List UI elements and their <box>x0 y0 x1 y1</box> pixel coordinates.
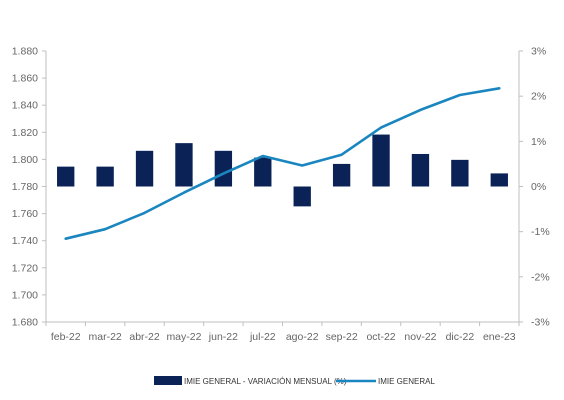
left-axis-tick-label: 1.820 <box>12 127 38 139</box>
right-axis-tick-label: 3% <box>531 46 546 58</box>
x-axis-tick-label: abr-22 <box>129 331 160 343</box>
bar <box>490 173 508 187</box>
x-axis-tick-label: nov-22 <box>404 331 436 343</box>
legend: IMIE GENERAL - VARIACIÓN MENSUAL (%) IMIE… <box>154 376 435 386</box>
right-axis-ticks: -3% -2% -1% 0% 1% 2% 3% <box>519 46 550 329</box>
x-axis-tick-label: dic-22 <box>446 331 475 343</box>
bar <box>332 163 351 187</box>
line-series <box>64 87 501 240</box>
x-axis-tick-label: ago-22 <box>286 331 319 343</box>
bar <box>293 186 311 207</box>
bar-series <box>57 134 508 207</box>
bar <box>135 150 154 187</box>
legend-label-line: IMIE GENERAL <box>378 377 435 386</box>
plot-frame <box>45 51 520 323</box>
right-axis-tick-label: -3% <box>531 317 550 329</box>
bar <box>96 166 114 187</box>
x-axis-tick-label: jul-22 <box>249 331 276 343</box>
bar <box>254 157 272 187</box>
right-axis-tick-label: -2% <box>531 271 550 283</box>
bar <box>411 153 430 187</box>
x-axis-tick-label: sep-22 <box>326 331 358 343</box>
x-axis-tick-label: ene-23 <box>483 331 516 343</box>
left-axis-tick-label: 1.680 <box>12 317 38 329</box>
bar <box>451 159 469 187</box>
left-axis-tick-label: 1.780 <box>12 181 38 193</box>
x-axis-tick-label: jun-22 <box>208 331 238 343</box>
bar <box>214 150 233 187</box>
left-axis-tick-label: 1.740 <box>12 235 38 247</box>
right-axis-tick-label: -1% <box>531 226 550 238</box>
left-axis-tick-label: 1.760 <box>12 208 38 220</box>
left-axis-tick-label: 1.800 <box>12 154 38 166</box>
legend-swatch-bar <box>154 376 182 385</box>
right-axis-tick-label: 2% <box>531 91 546 103</box>
x-axis-tick-label: may-22 <box>166 331 201 343</box>
left-axis-ticks: 1.680 1.700 1.720 1.740 1.760 1.780 1.800 1.820… <box>12 46 46 329</box>
series-line <box>64 87 501 240</box>
x-axis-tick-label: mar-22 <box>88 331 121 343</box>
bar <box>175 143 193 187</box>
bar <box>57 166 75 187</box>
left-axis-tick-label: 1.700 <box>12 289 38 301</box>
x-axis-tick-label: feb-22 <box>51 331 81 343</box>
left-axis-tick-label: 1.880 <box>12 46 38 58</box>
right-axis-tick-label: 1% <box>531 136 546 148</box>
x-axis-ticks: feb-22 mar-22 abr-22 may-22 jun-22 jul-22 ago-… <box>45 322 520 343</box>
left-axis-tick-label: 1.860 <box>12 73 38 85</box>
x-axis-tick-label: oct-22 <box>366 331 395 343</box>
legend-label-bar: IMIE GENERAL - VARIACIÓN MENSUAL (%) <box>184 377 347 386</box>
left-axis-tick-label: 1.840 <box>12 100 38 112</box>
bar <box>372 134 390 187</box>
right-axis-tick-label: 0% <box>531 181 546 193</box>
left-axis-tick-label: 1.720 <box>12 262 38 274</box>
